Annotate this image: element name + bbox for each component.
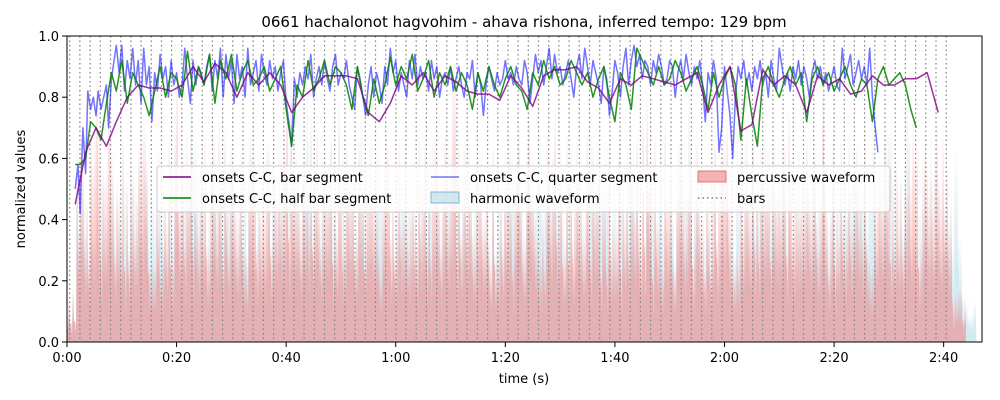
y-tick-label: 0.6 [38, 152, 59, 167]
legend-label-half-bar-segment: onsets C-C, half bar segment [202, 192, 391, 207]
legend-swatch-percussive [698, 171, 726, 182]
x-tick-label: 1:40 [600, 351, 629, 366]
y-tick-label: 0.8 [38, 91, 59, 106]
y-axis-label: normalized values [14, 129, 29, 248]
x-tick-label: 0:40 [272, 351, 301, 366]
legend-label-harmonic: harmonic waveform [470, 192, 600, 207]
x-tick-label: 1:20 [491, 351, 520, 366]
x-tick-label: 2:20 [819, 351, 848, 366]
x-axis-label: time (s) [499, 372, 549, 387]
y-tick-label: 0.2 [38, 275, 59, 290]
x-tick-label: 0:00 [52, 351, 81, 366]
legend-label-bars: bars [737, 192, 766, 207]
x-tick-label: 2:00 [710, 351, 739, 366]
chart-title: 0661 hachalonot hagvohim - ahava rishona… [261, 13, 786, 31]
legend: onsets C-C, bar segment onsets C-C, half… [157, 166, 890, 212]
x-tick-label: 1:00 [381, 351, 410, 366]
y-tick-label: 1.0 [38, 30, 59, 45]
legend-label-quarter-segment: onsets C-C, quarter segment [470, 171, 657, 186]
y-tick-label: 0.4 [38, 214, 59, 229]
legend-label-percussive: percussive waveform [737, 171, 875, 186]
legend-swatch-harmonic [431, 192, 459, 203]
x-tick-label: 0:20 [162, 351, 191, 366]
y-tick-label: 0.0 [38, 336, 59, 351]
x-tick-label: 2:40 [929, 351, 958, 366]
legend-label-bar-segment: onsets C-C, bar segment [202, 171, 363, 186]
